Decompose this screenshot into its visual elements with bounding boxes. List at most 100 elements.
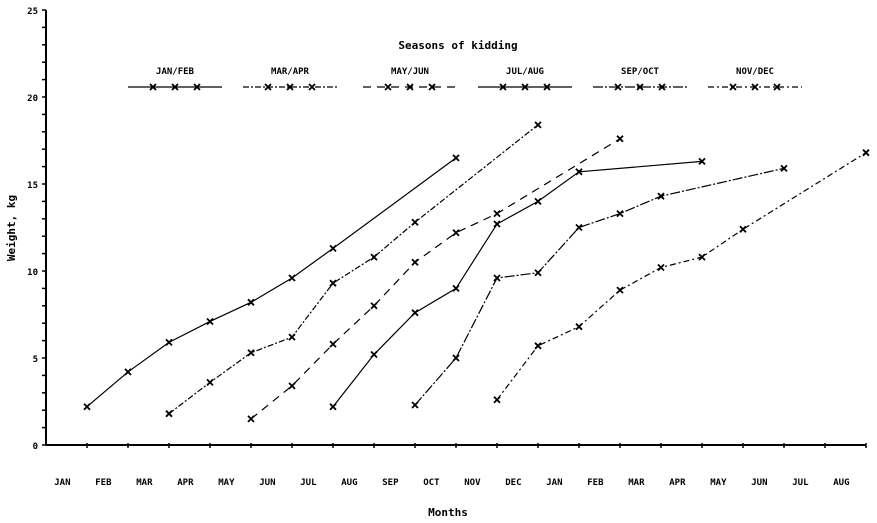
x-tick-label: OCT bbox=[423, 478, 440, 488]
legend-marker bbox=[636, 83, 644, 91]
data-point-marker bbox=[83, 403, 91, 411]
x-tick-label: DEC bbox=[505, 478, 521, 488]
data-point-marker bbox=[370, 302, 378, 310]
y-tick-label: 15 bbox=[27, 181, 38, 191]
data-point-marker bbox=[288, 274, 296, 282]
legend-marker bbox=[729, 83, 737, 91]
legend-label: SEP/OCT bbox=[621, 67, 660, 77]
y-tick-label: 0 bbox=[33, 442, 38, 452]
legend-marker bbox=[286, 83, 294, 91]
series-nov-dec bbox=[493, 149, 870, 404]
x-tick-label: APR bbox=[669, 478, 686, 488]
legend-title: Seasons of kidding bbox=[398, 39, 517, 52]
x-tick-label: NOV bbox=[464, 478, 481, 488]
data-point-marker bbox=[329, 244, 337, 253]
legend-label: MAR/APR bbox=[271, 67, 310, 77]
data-point-marker bbox=[493, 274, 501, 282]
data-point-marker bbox=[411, 258, 419, 266]
legend-marker bbox=[428, 83, 436, 91]
data-point-marker bbox=[657, 263, 665, 272]
x-tick-label: JUN bbox=[259, 478, 275, 488]
series-may-jun bbox=[247, 135, 624, 423]
legend-label: NOV/DEC bbox=[736, 67, 774, 77]
legend-item: JUL/AUG bbox=[478, 67, 572, 91]
legend-label: MAY/JUN bbox=[391, 67, 429, 77]
data-point-marker bbox=[411, 309, 419, 317]
data-point-marker bbox=[657, 192, 665, 200]
x-tick-label: APR bbox=[177, 478, 194, 488]
data-point-marker bbox=[452, 154, 460, 162]
legend-marker bbox=[658, 83, 666, 91]
legend-marker bbox=[171, 83, 179, 91]
data-point-marker bbox=[493, 220, 501, 228]
legend-marker bbox=[193, 83, 201, 91]
series-line bbox=[86, 157, 457, 408]
series-lines bbox=[83, 121, 870, 423]
x-tick-label: SEP bbox=[382, 478, 399, 488]
data-point-marker bbox=[288, 382, 296, 390]
data-point-marker bbox=[616, 135, 624, 143]
x-tick-label: MAY bbox=[218, 478, 235, 488]
data-point-marker bbox=[370, 350, 378, 359]
series-jan-feb bbox=[83, 154, 460, 411]
data-point-marker bbox=[534, 342, 542, 350]
legend-marker bbox=[773, 83, 781, 91]
y-axis-label: Weight, kg bbox=[5, 195, 18, 261]
legend-marker bbox=[543, 83, 551, 91]
legend-marker bbox=[406, 83, 414, 91]
data-point-marker bbox=[452, 229, 460, 237]
data-point-marker bbox=[411, 218, 419, 226]
legend-marker bbox=[751, 83, 759, 91]
y-tick-label: 5 bbox=[33, 355, 38, 365]
data-point-marker bbox=[288, 333, 296, 341]
legend-item: MAY/JUN bbox=[363, 67, 457, 91]
x-tick-label: AUG bbox=[341, 478, 357, 488]
data-point-marker bbox=[493, 396, 501, 404]
series-line bbox=[414, 167, 785, 406]
legend-marker bbox=[149, 83, 157, 91]
x-tick-label: JUL bbox=[300, 478, 317, 488]
data-point-marker bbox=[493, 209, 501, 218]
series-line bbox=[496, 152, 867, 401]
legend: Seasons of kidding JAN/FEB MAR/APR MAY/JUN… bbox=[128, 39, 802, 91]
y-tick-label: 10 bbox=[27, 268, 38, 278]
data-point-marker bbox=[575, 323, 583, 331]
x-tick-label: MAR bbox=[628, 478, 645, 488]
legend-label: JAN/FEB bbox=[156, 67, 195, 77]
data-point-marker bbox=[452, 354, 460, 362]
x-tick-label: JUN bbox=[751, 478, 767, 488]
data-point-marker bbox=[247, 415, 255, 423]
x-tick-label: AUG bbox=[833, 478, 849, 488]
legend-item: JAN/FEB bbox=[128, 67, 222, 91]
x-axis-label: Months bbox=[428, 506, 468, 519]
data-point-marker bbox=[616, 209, 624, 218]
data-point-marker bbox=[534, 269, 542, 277]
series-line bbox=[250, 138, 621, 420]
data-point-marker bbox=[329, 340, 337, 348]
legend-marker bbox=[521, 83, 529, 91]
series-line bbox=[332, 160, 703, 408]
data-point-marker bbox=[698, 157, 706, 166]
data-point-marker bbox=[206, 317, 214, 326]
x-tick-label: JAN bbox=[54, 478, 70, 488]
data-point-marker bbox=[370, 253, 378, 261]
data-point-marker bbox=[862, 149, 870, 157]
legend-marker bbox=[308, 83, 316, 91]
data-point-marker bbox=[247, 349, 255, 357]
data-point-marker bbox=[575, 168, 583, 176]
legend-marker bbox=[264, 83, 272, 91]
legend-item: MAR/APR bbox=[243, 67, 337, 91]
data-point-marker bbox=[616, 286, 624, 294]
data-point-marker bbox=[575, 223, 583, 232]
x-tick-label: MAY bbox=[710, 478, 727, 488]
data-point-marker bbox=[534, 197, 542, 206]
data-point-marker bbox=[698, 253, 706, 261]
legend-marker bbox=[499, 83, 507, 91]
data-point-marker bbox=[124, 368, 132, 376]
x-tick-label: FEB bbox=[95, 478, 112, 488]
series-jul-aug bbox=[329, 157, 706, 411]
data-point-marker bbox=[247, 298, 255, 306]
data-point-marker bbox=[165, 338, 173, 346]
